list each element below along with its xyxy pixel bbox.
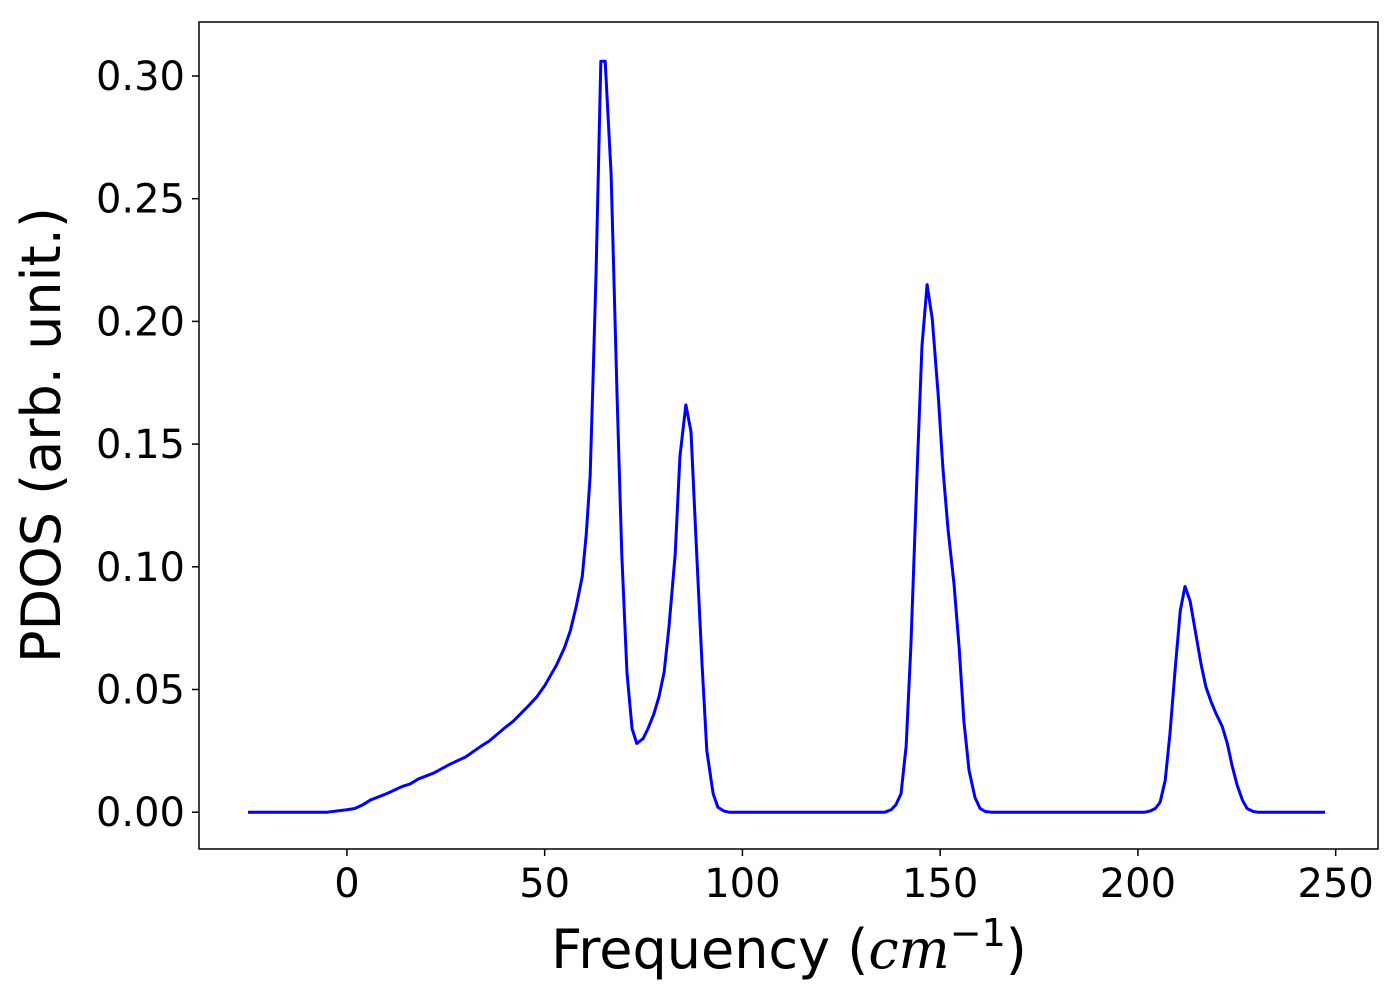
x-label-text: Frequency ( (551, 918, 868, 981)
x-tick-label: 200 (1100, 861, 1176, 907)
x-label-close: ) (1006, 918, 1027, 981)
x-tick-label: 150 (902, 861, 978, 907)
x-tick-label: 0 (334, 861, 359, 907)
x-label-math: cm (868, 918, 949, 981)
plot-frame (198, 21, 1379, 850)
x-tick-label: 100 (704, 861, 780, 907)
y-tick-label: 0.05 (96, 667, 185, 713)
y-tick-label: 0.00 (96, 790, 185, 836)
y-tick-label: 0.10 (96, 545, 185, 591)
data-line (248, 59, 1325, 814)
x-tick-label: 50 (519, 861, 570, 907)
y-tick-label: 0.20 (96, 299, 185, 345)
y-axis-label: PDOS (arb. unit.) (10, 207, 73, 663)
y-tick-label: 0.25 (96, 177, 185, 223)
x-label-sup: −1 (950, 911, 1006, 955)
x-tick-label: 250 (1298, 861, 1374, 907)
y-tick-label: 0.30 (96, 54, 185, 100)
x-axis-label: Frequency (cm−1) (551, 911, 1027, 981)
y-tick-label: 0.15 (96, 422, 185, 468)
